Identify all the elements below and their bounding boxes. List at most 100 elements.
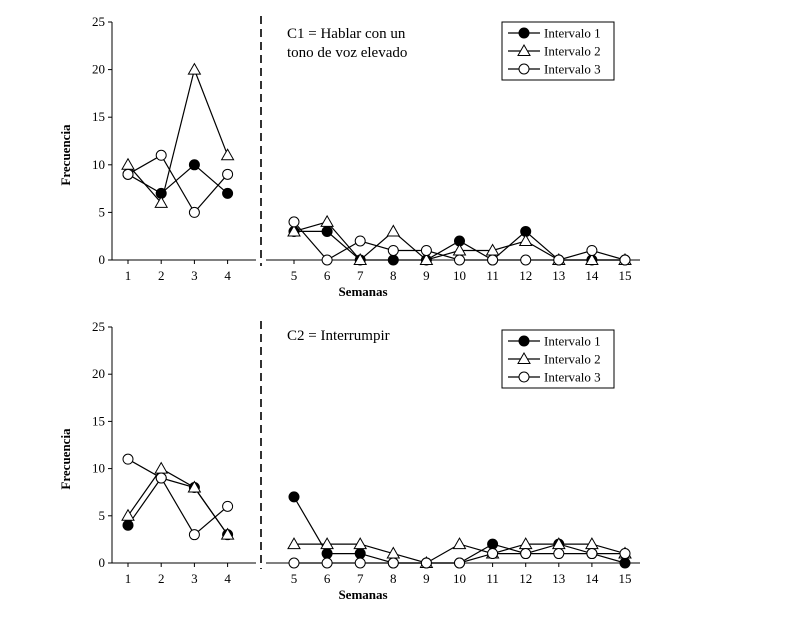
chart1-series-2-point-2 — [154, 195, 169, 208]
chart2-series-1-point-5 — [288, 491, 300, 503]
chart2-y-tick-label-5: 5 — [99, 508, 106, 523]
chart1-series-2-point-7 — [353, 252, 368, 265]
chart1-series-3-point-9 — [420, 244, 432, 256]
chart1-series-3-point-13 — [553, 254, 565, 266]
chart1-series-3-point-8 — [387, 244, 399, 256]
chart1-x-tick-label-10: 10 — [453, 268, 466, 283]
chart2-x-tick-label-4: 4 — [224, 571, 231, 586]
chart2-series-3-point-6 — [321, 557, 333, 569]
chart1-annotation-line-1: C1 = Hablar con un — [287, 26, 406, 42]
chart2-x-tick-label-11: 11 — [486, 571, 499, 586]
chart2-series-3-point-2 — [155, 472, 167, 484]
chart2-series-3-point-4 — [222, 500, 234, 512]
chart2-series-2-point-3 — [187, 480, 202, 493]
chart1-x-tick-label-13: 13 — [552, 268, 565, 283]
chart2-y-tick-label-25: 25 — [92, 319, 105, 334]
chart1-series-3-point-11 — [487, 254, 499, 266]
chart2-x-tick-label-3: 3 — [191, 571, 198, 586]
chart2-x-tick-label-5: 5 — [291, 571, 298, 586]
chart1-y-axis-label: Frecuencia — [58, 124, 73, 186]
chart1-series-2-point-9 — [419, 252, 434, 265]
chart2-y-tick-label-20: 20 — [92, 366, 105, 381]
chart1-y-tick-label-10: 10 — [92, 157, 105, 172]
chart2-series-3-line-baseline — [127, 458, 228, 536]
chart2-y-axis-label: Frecuencia — [58, 428, 73, 490]
chart1-x-tick-label-1: 1 — [125, 268, 132, 283]
chart1-annotation-line-2: tono de voz elevado — [287, 45, 407, 61]
chart2-x-tick-label-8: 8 — [390, 571, 397, 586]
chart2-legend-label-2: Intervalo 2 — [544, 352, 601, 367]
chart1-series-2-point-3 — [187, 62, 202, 75]
chart2-y-tick-label-0: 0 — [99, 555, 106, 570]
chart2-series-1-point-1 — [122, 519, 134, 531]
chart2-legend-marker-3 — [518, 371, 530, 383]
chart1-y-tick-label-20: 20 — [92, 62, 105, 77]
chart2-x-tick-label-9: 9 — [423, 571, 430, 586]
chart2-x-tick-label-12: 12 — [519, 571, 532, 586]
chart2-legend-label-1: Intervalo 1 — [544, 334, 601, 349]
chart1-x-tick-label-9: 9 — [423, 268, 430, 283]
chart2-x-tick-label-15: 15 — [619, 571, 632, 586]
chart2-series-3-point-10 — [454, 557, 465, 569]
chart2-annotation-line-1: C2 = Interrumpir — [287, 328, 390, 344]
chart2-series-3-point-14 — [586, 548, 598, 560]
chart1-legend-marker-1 — [518, 27, 530, 39]
chart1-x-tick-label-15: 15 — [619, 268, 632, 283]
chart2-series-2-point-10 — [452, 537, 467, 550]
chart2-series-1-point-7 — [354, 548, 366, 560]
chart2-series-3-point-7 — [354, 557, 366, 569]
chart2-series-3-point-5 — [288, 557, 300, 569]
chart1-x-tick-label-12: 12 — [519, 268, 532, 283]
chart1-series-3-point-15 — [619, 254, 631, 266]
chart2-x-axis-label: Semanas — [338, 587, 387, 602]
chart2-legend-marker-1 — [518, 335, 530, 347]
chart2-series-1-point-15 — [619, 557, 631, 569]
chart2-legend-label-3: Intervalo 3 — [544, 370, 601, 385]
chart1-y-tick-label-5: 5 — [99, 204, 106, 219]
chart2-series-1-point-6 — [321, 548, 333, 560]
chart1-legend-label-1: Intervalo 1 — [544, 26, 601, 41]
chart1-x-tick-label-11: 11 — [486, 268, 499, 283]
chart2-series-2-line-baseline — [127, 467, 229, 536]
chart1-series-2-line-baseline — [127, 67, 229, 205]
chart1-series-3-point-2 — [155, 149, 167, 161]
chart1-series-2-point-1 — [121, 157, 135, 170]
chart2-series-3-point-11 — [487, 548, 499, 560]
chart1-series-3-line-baseline — [127, 154, 229, 214]
chart1-series-3-point-14 — [586, 244, 598, 256]
chart1-x-tick-label-4: 4 — [224, 268, 231, 283]
chart2-series-2-point-12 — [518, 537, 533, 550]
chart1-series-3-point-7 — [354, 235, 366, 247]
chart1-series-1-point-3 — [188, 159, 200, 171]
chart2-series-3-point-9 — [420, 557, 432, 569]
chart1-series-2-point-6 — [320, 214, 334, 227]
chart1-series-2-point-14 — [585, 252, 599, 265]
chart1-series-2-point-5 — [287, 224, 301, 237]
chart1-x-tick-label-14: 14 — [585, 268, 599, 283]
chart2-series-3-point-12 — [520, 548, 532, 560]
chart2-series-3-point-13 — [553, 548, 565, 560]
chart1-y-tick-label-15: 15 — [92, 109, 105, 124]
chart2-x-tick-label-13: 13 — [552, 571, 565, 586]
chart1-series-2-point-10 — [452, 243, 467, 256]
chart1-series-1-point-6 — [321, 225, 333, 237]
chart1-y-tick-label-25: 25 — [92, 14, 105, 29]
chart2-y-tick-label-10: 10 — [92, 461, 105, 476]
chart1-series-1-point-4 — [222, 187, 234, 199]
chart2-series-2-point-6 — [320, 537, 334, 550]
chart2-series-3-point-1 — [122, 453, 134, 465]
chart1-series-3-point-10 — [454, 254, 465, 266]
chart1-series-3-point-1 — [122, 168, 134, 180]
chart1-x-tick-label-3: 3 — [191, 268, 198, 283]
chart2-legend-marker-2 — [517, 351, 531, 364]
chart1-x-tick-label-7: 7 — [357, 268, 364, 283]
chart1-legend-marker-2 — [517, 43, 531, 56]
chart1-legend-label-2: Intervalo 2 — [544, 44, 601, 59]
chart2-series-2-point-14 — [585, 537, 599, 550]
chart1-x-tick-label-2: 2 — [158, 268, 165, 283]
chart1-series-1-line-baseline — [127, 164, 228, 195]
chart1-series-2-point-8 — [386, 224, 401, 237]
chart1-x-tick-label-5: 5 — [291, 268, 298, 283]
